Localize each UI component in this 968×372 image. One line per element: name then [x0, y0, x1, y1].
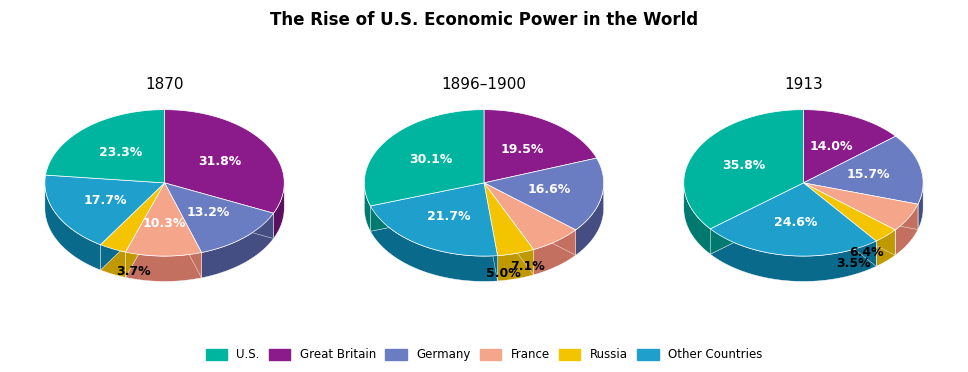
Polygon shape: [484, 183, 533, 256]
Text: 1896–1900: 1896–1900: [441, 77, 527, 92]
Polygon shape: [126, 183, 165, 278]
Polygon shape: [683, 110, 803, 229]
Polygon shape: [371, 183, 484, 231]
Polygon shape: [803, 110, 895, 183]
Polygon shape: [711, 183, 803, 254]
Polygon shape: [165, 183, 201, 278]
Polygon shape: [683, 185, 711, 254]
Polygon shape: [498, 250, 533, 281]
Polygon shape: [371, 183, 484, 231]
Polygon shape: [165, 183, 274, 238]
Polygon shape: [803, 183, 918, 230]
Polygon shape: [484, 183, 498, 281]
Polygon shape: [711, 229, 876, 282]
Polygon shape: [711, 183, 803, 254]
Text: 5.0%: 5.0%: [486, 267, 521, 280]
Text: 3.5%: 3.5%: [835, 257, 870, 270]
Text: 13.2%: 13.2%: [187, 206, 230, 219]
Text: 16.6%: 16.6%: [528, 183, 570, 196]
Polygon shape: [364, 185, 371, 231]
Polygon shape: [484, 183, 576, 250]
Text: 1870: 1870: [145, 77, 184, 92]
Text: 21.7%: 21.7%: [427, 210, 470, 223]
Polygon shape: [895, 204, 918, 255]
Polygon shape: [274, 185, 285, 238]
Text: 23.3%: 23.3%: [99, 147, 142, 160]
Polygon shape: [533, 230, 576, 275]
Text: 1913: 1913: [784, 77, 823, 92]
Text: 6.4%: 6.4%: [849, 246, 884, 259]
Polygon shape: [484, 183, 576, 255]
Polygon shape: [484, 183, 533, 275]
Polygon shape: [371, 206, 498, 282]
Text: 3.7%: 3.7%: [116, 265, 151, 278]
Polygon shape: [126, 183, 165, 278]
Polygon shape: [101, 245, 126, 278]
Polygon shape: [45, 175, 165, 245]
Polygon shape: [126, 183, 201, 256]
Text: 10.3%: 10.3%: [142, 217, 186, 230]
Polygon shape: [45, 110, 165, 183]
Text: 35.8%: 35.8%: [722, 159, 766, 172]
Legend: U.S., Great Britain, Germany, France, Russia, Other Countries: U.S., Great Britain, Germany, France, Ru…: [200, 344, 768, 366]
Polygon shape: [165, 110, 285, 213]
Polygon shape: [803, 183, 895, 255]
Polygon shape: [484, 158, 604, 230]
Polygon shape: [201, 213, 274, 278]
Polygon shape: [101, 183, 165, 270]
Polygon shape: [803, 183, 876, 266]
Polygon shape: [803, 183, 876, 266]
Polygon shape: [484, 183, 576, 255]
Polygon shape: [165, 183, 274, 238]
Text: 30.1%: 30.1%: [408, 153, 452, 166]
Polygon shape: [364, 110, 484, 206]
Text: 14.0%: 14.0%: [809, 140, 853, 153]
Polygon shape: [918, 184, 923, 230]
Polygon shape: [484, 183, 498, 281]
Polygon shape: [165, 183, 201, 278]
Polygon shape: [45, 183, 101, 270]
Text: The Rise of U.S. Economic Power in the World: The Rise of U.S. Economic Power in the W…: [270, 11, 698, 29]
Text: 31.8%: 31.8%: [198, 155, 242, 168]
Polygon shape: [803, 136, 923, 204]
Text: 17.7%: 17.7%: [83, 194, 127, 207]
Polygon shape: [576, 183, 604, 255]
Polygon shape: [876, 230, 895, 266]
Polygon shape: [165, 183, 274, 253]
Polygon shape: [101, 183, 165, 270]
Polygon shape: [711, 183, 876, 256]
Text: 15.7%: 15.7%: [846, 169, 890, 182]
Polygon shape: [371, 183, 498, 256]
Text: 24.6%: 24.6%: [773, 217, 817, 230]
Text: 7.1%: 7.1%: [510, 260, 545, 273]
Polygon shape: [101, 183, 165, 252]
Polygon shape: [484, 183, 533, 275]
Polygon shape: [803, 183, 895, 255]
Polygon shape: [803, 183, 895, 241]
Polygon shape: [126, 252, 201, 282]
Polygon shape: [803, 183, 918, 230]
Text: 19.5%: 19.5%: [500, 144, 544, 157]
Polygon shape: [803, 183, 918, 230]
Polygon shape: [484, 110, 596, 183]
